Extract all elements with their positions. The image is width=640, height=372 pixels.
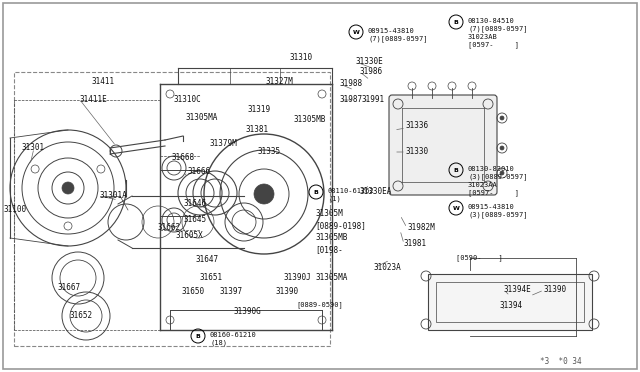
Text: 31305MB: 31305MB bbox=[293, 115, 325, 125]
Text: 31411E: 31411E bbox=[80, 96, 108, 105]
Text: 31397: 31397 bbox=[220, 288, 243, 296]
Text: *3  *0 34: *3 *0 34 bbox=[540, 357, 582, 366]
Text: B: B bbox=[454, 19, 458, 25]
Text: 31646: 31646 bbox=[183, 199, 206, 208]
Text: 31390: 31390 bbox=[276, 288, 299, 296]
Text: 31668: 31668 bbox=[172, 154, 195, 163]
Text: 31645: 31645 bbox=[183, 215, 206, 224]
Text: [0889-0590]: [0889-0590] bbox=[296, 302, 343, 308]
Text: 31330E: 31330E bbox=[356, 58, 384, 67]
Text: 31379M: 31379M bbox=[210, 140, 237, 148]
Text: B: B bbox=[196, 334, 200, 339]
Text: 31310C: 31310C bbox=[174, 96, 202, 105]
Text: 31305M: 31305M bbox=[315, 209, 343, 218]
Text: 31319: 31319 bbox=[248, 106, 271, 115]
Text: B: B bbox=[454, 167, 458, 173]
Circle shape bbox=[254, 184, 274, 204]
Text: 31390J: 31390J bbox=[284, 273, 312, 282]
Text: 08160-61210
(18): 08160-61210 (18) bbox=[210, 332, 257, 346]
Text: 31647: 31647 bbox=[196, 256, 219, 264]
Text: 31330: 31330 bbox=[406, 148, 429, 157]
Text: 31652: 31652 bbox=[70, 311, 93, 321]
Text: 31651: 31651 bbox=[200, 273, 223, 282]
Text: 31666: 31666 bbox=[188, 167, 211, 176]
Text: [0590-    ]: [0590- ] bbox=[456, 254, 503, 262]
Text: 31327M: 31327M bbox=[266, 77, 294, 87]
Text: 31991: 31991 bbox=[362, 96, 385, 105]
Text: 08130-84510
(7)[0889-0597]
31023AB
[0597-     ]: 08130-84510 (7)[0889-0597] 31023AB [0597… bbox=[468, 18, 527, 48]
Text: 31662: 31662 bbox=[158, 224, 181, 232]
Text: 31336: 31336 bbox=[406, 122, 429, 131]
Text: 31987: 31987 bbox=[340, 96, 363, 105]
Text: 31982M: 31982M bbox=[407, 224, 435, 232]
Text: 31305MA: 31305MA bbox=[185, 113, 218, 122]
Text: [0198-: [0198- bbox=[315, 246, 343, 254]
Bar bbox=[428, 274, 592, 330]
Circle shape bbox=[62, 182, 74, 194]
Text: 31605X: 31605X bbox=[176, 231, 204, 240]
Text: 31981: 31981 bbox=[404, 240, 427, 248]
Text: 31390G: 31390G bbox=[233, 307, 260, 315]
Text: 31023A: 31023A bbox=[374, 263, 402, 273]
Text: 31986: 31986 bbox=[360, 67, 383, 77]
Circle shape bbox=[500, 171, 504, 175]
Text: 31381: 31381 bbox=[246, 125, 269, 135]
Text: 31394: 31394 bbox=[500, 301, 523, 311]
Text: 08130-83010
(3)[0889-0597]
31023AA
[0597-     ]: 08130-83010 (3)[0889-0597] 31023AA [0597… bbox=[468, 166, 527, 196]
Circle shape bbox=[500, 116, 504, 120]
Text: 31411: 31411 bbox=[92, 77, 115, 87]
Text: W: W bbox=[353, 29, 360, 35]
Text: [0889-0198]: [0889-0198] bbox=[315, 221, 366, 231]
Text: 31650: 31650 bbox=[182, 288, 205, 296]
Text: 31330EA: 31330EA bbox=[360, 187, 392, 196]
Text: 31988: 31988 bbox=[340, 80, 363, 89]
Circle shape bbox=[500, 146, 504, 150]
Text: 31310: 31310 bbox=[290, 54, 313, 62]
Text: 31390: 31390 bbox=[544, 285, 567, 295]
FancyBboxPatch shape bbox=[389, 95, 497, 195]
Text: 31667: 31667 bbox=[58, 283, 81, 292]
Text: 08915-43810
(3)[0889-0597]: 08915-43810 (3)[0889-0597] bbox=[468, 204, 527, 218]
Text: 08110-61262
(1): 08110-61262 (1) bbox=[328, 188, 375, 202]
Text: 08915-43810
(7)[0889-0597]: 08915-43810 (7)[0889-0597] bbox=[368, 28, 428, 42]
Bar bbox=[436, 282, 584, 322]
Text: 31100: 31100 bbox=[4, 205, 27, 215]
Text: 31335: 31335 bbox=[258, 148, 281, 157]
Text: B: B bbox=[314, 189, 319, 195]
Text: 31301: 31301 bbox=[22, 144, 45, 153]
Text: 31305MB: 31305MB bbox=[315, 234, 348, 243]
Text: 31394E: 31394E bbox=[504, 285, 532, 295]
Bar bbox=[14, 72, 330, 346]
Text: 31305MA: 31305MA bbox=[315, 273, 348, 282]
Text: W: W bbox=[452, 205, 460, 211]
Text: 31301A: 31301A bbox=[100, 192, 128, 201]
